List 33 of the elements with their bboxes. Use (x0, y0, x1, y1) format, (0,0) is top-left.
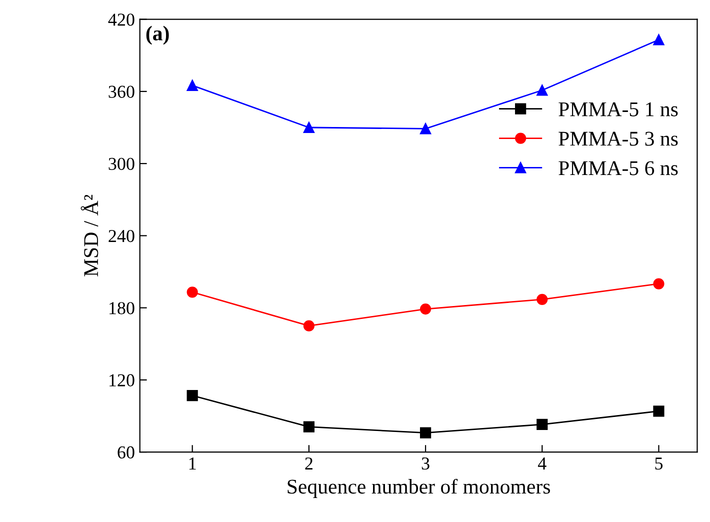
point (186, 390, 198, 402)
legend-label: PMMA-5 3 ns (558, 132, 678, 146)
x-tick-label: 4 (538, 458, 546, 470)
point (536, 294, 548, 305)
y-tick-label: 300 (108, 158, 134, 170)
x-tick-label: 3 (422, 457, 430, 470)
point (536, 84, 548, 96)
legend-label: PMMA-5 6 ns (558, 161, 678, 176)
y-tick-label: 120 (110, 374, 134, 386)
x-axis-title: Sequence number of monomers (288, 478, 550, 498)
point (186, 286, 198, 298)
y-tick-label: 420 (108, 14, 134, 26)
point (420, 123, 432, 134)
point (303, 421, 314, 432)
point (303, 320, 314, 332)
point (420, 303, 432, 315)
y-tick-label: 180 (110, 302, 134, 314)
point (653, 278, 664, 290)
point (420, 427, 432, 438)
x-tick-label: 1 (189, 458, 196, 470)
point (536, 418, 548, 430)
x-tick-label: 5 (655, 458, 663, 470)
y-axis-title: MSD / Å² (80, 194, 98, 276)
point (303, 122, 314, 134)
y-tick-label: 60 (118, 446, 134, 458)
y-tick-label: 360 (108, 86, 134, 98)
annotation: (a) (146, 26, 169, 45)
y-tick-label: 240 (108, 230, 134, 242)
x-tick-label: 2 (305, 457, 312, 470)
point (653, 406, 664, 417)
point (186, 80, 198, 91)
point (653, 34, 664, 46)
legend-label: PMMA-5 1 ns (558, 102, 678, 116)
